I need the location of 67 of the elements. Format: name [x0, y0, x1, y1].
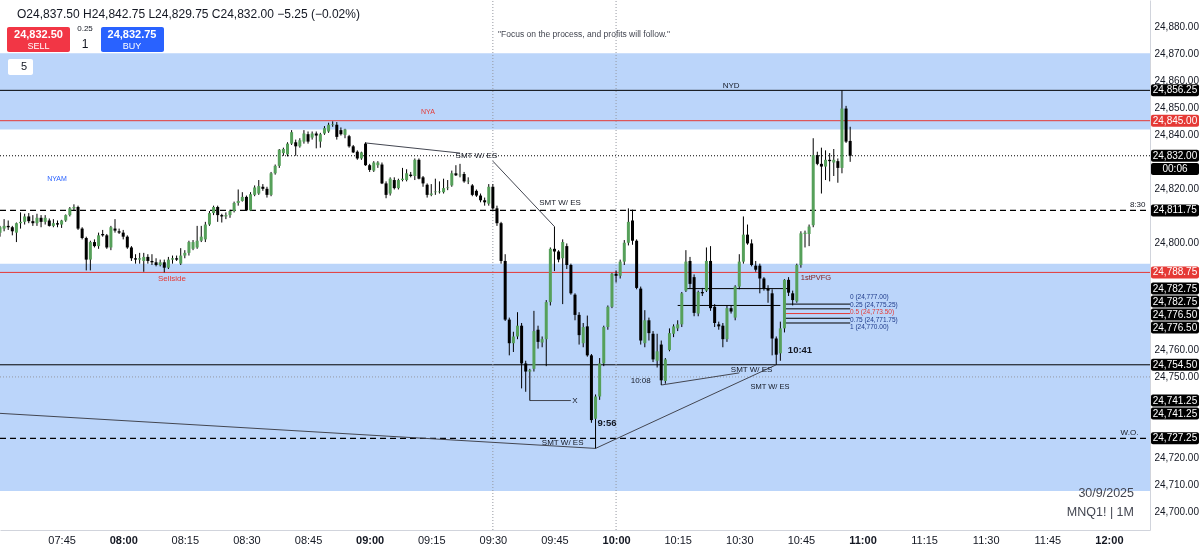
annotation: 1: [81, 37, 89, 51]
annotation: 5: [20, 60, 28, 72]
text: "Focus on the process, and profits will follow.": [498, 29, 670, 39]
y-tick-label: 24,870.00: [1154, 47, 1200, 59]
x-tick-label: 09:00: [356, 533, 385, 546]
annotation: SMT W/ ES: [539, 198, 581, 207]
annotation: 9:56: [597, 417, 617, 428]
annotation: 24,832.50: [14, 28, 63, 40]
ref-line-label: 24,845.00: [1152, 114, 1198, 126]
y-tick-label: 24,860.00: [1154, 74, 1200, 86]
y-tick-label: 24,700.00: [1154, 506, 1200, 518]
y-tick-label: 24,880.00: [1154, 20, 1200, 32]
ref-line-label: 24,727.25: [1152, 432, 1198, 444]
text: 24,782.75: [1152, 282, 1198, 294]
x-tick-label: 09:45: [541, 533, 569, 546]
annotation: 10:41: [787, 344, 813, 355]
annotation: SELL: [27, 41, 50, 51]
y-tick-label: 24,710.00: [1154, 479, 1200, 491]
annotation: 30/9/2025: [1078, 486, 1135, 500]
x-tick-label: 07:45: [48, 533, 76, 546]
annotation: W.O.: [1120, 427, 1139, 437]
text: 00:06: [1162, 163, 1188, 174]
annotation: BUY: [122, 41, 142, 51]
annotation: 10:08: [630, 375, 652, 385]
ref-line-label: 24,788.75: [1152, 266, 1198, 278]
x-tick-label: 11:15: [911, 533, 938, 546]
x-tick-label: 10:15: [664, 533, 692, 546]
annotation: NYD: [722, 80, 740, 90]
x-tick-label: 10:30: [726, 533, 754, 546]
annotation: SMT W/ ES: [455, 150, 498, 160]
x-tick-label: 08:45: [294, 533, 323, 546]
ref-line-label: 24,811.75: [1153, 204, 1198, 216]
x-tick-label: 11:45: [1034, 533, 1062, 546]
y-tick-label: 24,720.00: [1154, 452, 1200, 464]
ref-line-label: 24,832.00: [1152, 149, 1198, 161]
x-tick-label: 08:15: [171, 533, 200, 546]
annotation: MNQ1! | 1M: [1066, 505, 1134, 519]
ref-line-label: 24,754.50: [1152, 358, 1198, 370]
y-tick-label: 24,750.00: [1154, 371, 1200, 383]
y-tick-label: 24,820.00: [1154, 182, 1200, 194]
x-tick-label: 08:00: [109, 533, 138, 546]
annotation: 0.25: [77, 24, 94, 33]
annotation: 24,832.75: [107, 28, 157, 40]
y-tick-label: 24,760.00: [1154, 344, 1200, 356]
text: 24,776.50: [1152, 308, 1198, 320]
x-tick-label: 08:30: [233, 533, 261, 546]
annotation: SMT W/ ES: [541, 438, 584, 448]
x-tick-label: 09:15: [417, 533, 446, 546]
y-tick-label: 24,850.00: [1154, 101, 1200, 113]
x-tick-label: 11:00: [849, 533, 877, 546]
x-tick-label: 10:45: [787, 533, 816, 546]
text: 24,741.25: [1152, 407, 1198, 419]
text: 24,776.50: [1152, 321, 1198, 333]
ref-line-label: 24,856.25: [1152, 84, 1198, 96]
x-tick-label: 10:00: [602, 533, 631, 546]
x-tick-label: 11:30: [972, 533, 1000, 546]
text: 24,782.75: [1152, 295, 1198, 307]
y-tick-label: 24,800.00: [1154, 236, 1200, 248]
annotation: Sellside: [157, 274, 187, 283]
annotation: X: [572, 395, 579, 405]
annotation: SMT W/ ES: [730, 365, 773, 375]
x-tick-label: 09:30: [479, 533, 508, 546]
x-tick-label: 12:00: [1095, 533, 1124, 546]
y-tick-label: 24,840.00: [1154, 128, 1200, 140]
annotation: 8:30: [1129, 199, 1147, 209]
annotation: O24,837.50 H24,842.75 L24,829.75 C24,832.00 −5.25 (−0.02%): [17, 7, 360, 21]
text: 24,741.25: [1152, 394, 1198, 406]
